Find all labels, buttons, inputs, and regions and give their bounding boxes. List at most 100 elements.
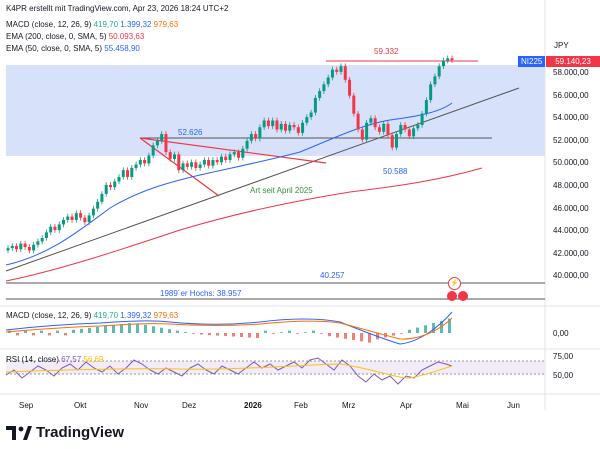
candle-body bbox=[232, 152, 236, 155]
candle-body bbox=[339, 66, 343, 72]
long-trendline bbox=[5, 87, 520, 272]
candle-body bbox=[395, 134, 398, 148]
candle-body bbox=[420, 113, 424, 125]
time-axis: Sep Okt Nov Dez 2026 Feb Mrz Apr Mai Jun bbox=[0, 401, 545, 413]
time-tick: Sep bbox=[19, 401, 34, 410]
candle-body bbox=[258, 127, 262, 139]
candle-body bbox=[424, 100, 428, 114]
macd-legend: MACD (close, 12, 26, 9) 419,70 1.399,32 … bbox=[6, 311, 178, 320]
lightning-event-icon[interactable]: ⚡ bbox=[448, 277, 461, 290]
candles-group bbox=[6, 55, 454, 254]
price-tick: 40.000,00 bbox=[553, 271, 589, 281]
candle-body bbox=[87, 215, 91, 223]
macd-signal-line bbox=[5, 317, 453, 340]
legend-row: EMA (200, close, 0, SMA, 5) 50.093,63 bbox=[6, 31, 178, 43]
price-tick: 56.000,00 bbox=[553, 90, 589, 100]
macd-bar bbox=[144, 324, 147, 333]
macd-bar bbox=[424, 325, 427, 333]
time-tick: Feb bbox=[294, 401, 308, 410]
macd-label: MACD (close, 12, 26, 9) bbox=[6, 311, 94, 320]
macd-bar bbox=[264, 330, 267, 333]
candle-body bbox=[62, 219, 65, 225]
candle-body bbox=[181, 163, 185, 171]
macd-bar bbox=[320, 333, 323, 334]
candle-body bbox=[241, 148, 245, 158]
time-tick: Mai bbox=[456, 401, 469, 410]
candle-body bbox=[224, 156, 228, 161]
candle-body bbox=[326, 77, 330, 85]
time-tick: Mrz bbox=[342, 401, 356, 410]
macd-bar bbox=[232, 333, 235, 337]
macd-bar bbox=[240, 333, 243, 337]
macd-bar bbox=[184, 332, 187, 333]
macd-bar bbox=[344, 333, 347, 339]
candle-body bbox=[126, 170, 130, 177]
candle-body bbox=[104, 184, 108, 194]
candle-body bbox=[117, 176, 121, 182]
symbol-tag: NI225 bbox=[518, 56, 546, 67]
macd-bar bbox=[104, 325, 107, 333]
candle-body bbox=[211, 160, 215, 166]
candle-body bbox=[143, 160, 147, 164]
macd-bar bbox=[400, 333, 403, 334]
legend-label: MACD (close, 12, 26, 9) bbox=[6, 20, 94, 29]
candle-body bbox=[66, 216, 70, 220]
candle-body bbox=[348, 79, 352, 96]
candle-body bbox=[49, 226, 53, 233]
macd-bar bbox=[16, 333, 19, 336]
candle-body bbox=[275, 120, 279, 130]
candle-body bbox=[44, 232, 48, 238]
macd-bar bbox=[176, 330, 179, 333]
macd-bar bbox=[312, 330, 315, 333]
candle-body bbox=[365, 122, 369, 140]
legend: MACD (close, 12, 26, 9) 419,70 1.399,32 … bbox=[6, 19, 178, 55]
candle-body bbox=[70, 216, 74, 220]
macd-bar bbox=[416, 327, 419, 333]
rsi-legend: RSI (14, close) 67,57 56,69 bbox=[6, 355, 103, 364]
legend-row: MACD (close, 12, 26, 9) 419,70 1.399,32 … bbox=[6, 19, 178, 31]
candle-body bbox=[352, 95, 356, 114]
candle-body bbox=[437, 66, 441, 77]
event-marker-icon-2[interactable] bbox=[458, 291, 468, 301]
candle-body bbox=[343, 66, 347, 80]
candle-body bbox=[429, 84, 433, 101]
candle-body bbox=[74, 213, 78, 220]
macd-bar bbox=[224, 333, 227, 337]
rsi-value-2: 56,69 bbox=[83, 355, 104, 364]
candle-body bbox=[83, 217, 87, 223]
price-tick: 48.000,00 bbox=[553, 181, 589, 190]
time-tick: Dez bbox=[182, 401, 197, 410]
candle-body bbox=[138, 160, 142, 165]
macd-bar bbox=[48, 333, 51, 336]
annotation-low: 50.588 bbox=[383, 167, 408, 176]
macd-value: 979,63 bbox=[153, 311, 179, 320]
rsi-band bbox=[6, 361, 545, 374]
candle-body bbox=[168, 152, 172, 159]
rsi-label: RSI (14, close) bbox=[6, 355, 59, 364]
macd-bar bbox=[256, 333, 259, 338]
annotation-high: 59.332 bbox=[374, 47, 399, 56]
attribution-text: K4PR erstellt mit TradingView.com, Apr 2… bbox=[6, 4, 229, 13]
macd-bar bbox=[64, 333, 67, 336]
macd-bar bbox=[200, 333, 203, 335]
candle-body bbox=[266, 120, 270, 127]
rsi-value: 67,57 bbox=[61, 355, 82, 364]
price-tick: 50.000,00 bbox=[553, 158, 589, 168]
candle-body bbox=[134, 164, 138, 168]
candle-body bbox=[369, 118, 373, 123]
candle-body bbox=[160, 134, 164, 141]
candle-body bbox=[121, 170, 125, 177]
triangle-upper-line bbox=[139, 137, 327, 164]
candle-body bbox=[390, 135, 394, 148]
candle-body bbox=[228, 154, 232, 161]
rsi-line bbox=[5, 357, 453, 385]
candle-body bbox=[377, 127, 381, 132]
candle-body bbox=[173, 154, 176, 159]
event-marker-icon-1[interactable] bbox=[447, 291, 457, 301]
candle-body bbox=[399, 124, 403, 135]
macd-bar bbox=[112, 325, 115, 333]
candle-body bbox=[386, 123, 390, 136]
rsi-axis-tick-50: 50,00 bbox=[553, 371, 574, 380]
macd-bar bbox=[392, 333, 395, 336]
